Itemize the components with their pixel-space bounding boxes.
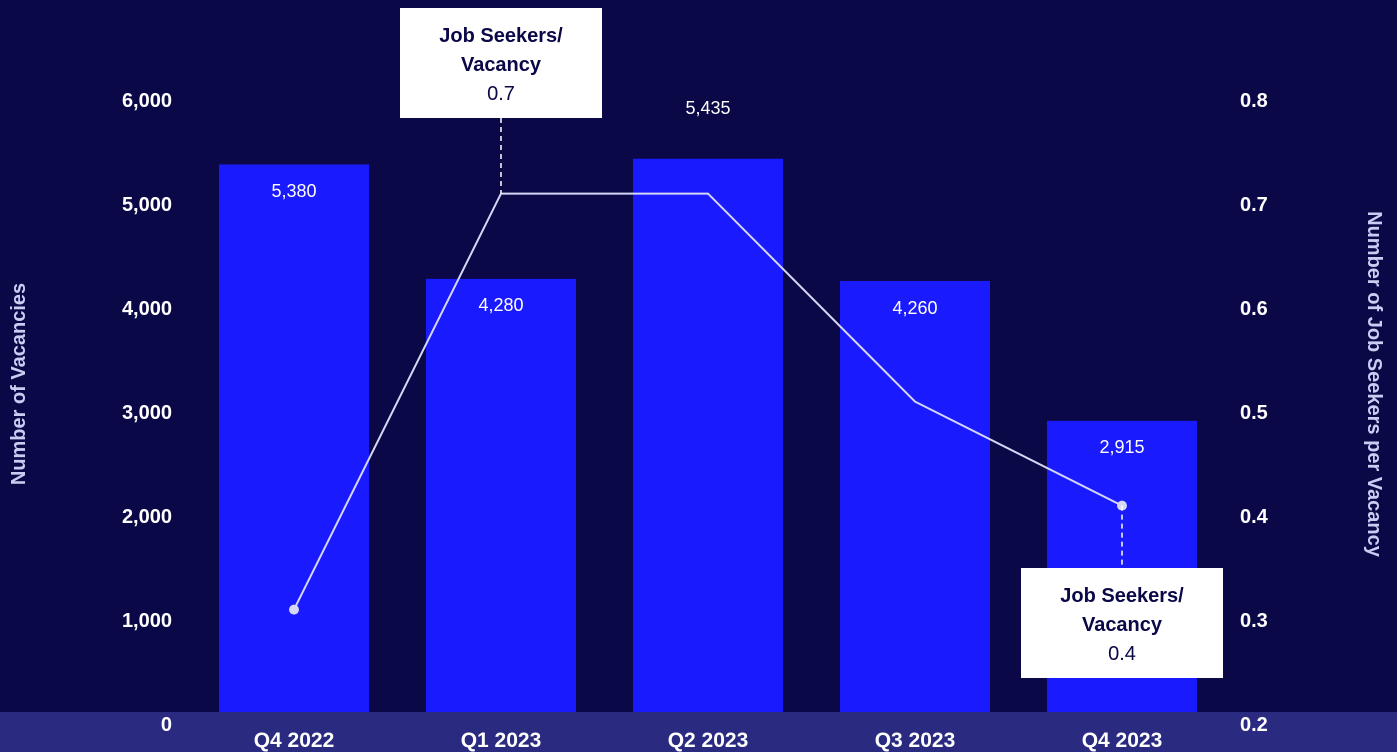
- left-tick-label: 0: [161, 714, 172, 736]
- annotations-group: Job Seekers/Vacancy 0.7 Job Seekers/Vacanc…: [400, 8, 1223, 678]
- bar-value-label: 5,380: [271, 181, 316, 201]
- x-axis-band: [0, 712, 1397, 752]
- category-label: Q2 2023: [668, 729, 749, 752]
- bars-group: [219, 158, 1197, 713]
- annotation-title-line2: Vacancy: [1082, 614, 1163, 636]
- annotation-value: 0.7: [487, 83, 515, 105]
- category-label: Q4 2022: [254, 729, 335, 752]
- right-tick-label: 0.8: [1240, 90, 1268, 112]
- right-tick-label: 0.5: [1240, 402, 1268, 424]
- bar-value-label: 4,260: [892, 298, 937, 318]
- bar-3: [840, 280, 990, 712]
- annotation-title-line1: Job Seekers/: [1060, 585, 1184, 607]
- right-tick-label: 0.2: [1240, 714, 1268, 736]
- bar-value-label: 2,915: [1099, 437, 1144, 457]
- right-tick-label: 0.4: [1240, 506, 1269, 528]
- category-label: Q4 2023: [1082, 729, 1163, 752]
- left-tick-label: 5,000: [122, 194, 172, 216]
- right-axis-ticks: 0.2 0.3 0.4 0.5 0.6 0.7 0.8: [1240, 90, 1269, 736]
- annotation-title-line1: Job Seekers/: [439, 25, 563, 47]
- category-label: Q1 2023: [461, 729, 542, 752]
- right-tick-label: 0.6: [1240, 298, 1268, 320]
- left-tick-label: 1,000: [122, 610, 172, 632]
- bar-1: [426, 278, 576, 712]
- bar-0: [219, 164, 369, 713]
- annotation-box: [1021, 568, 1223, 678]
- bar-2: [633, 158, 783, 712]
- annotation-value: 0.4: [1108, 643, 1136, 665]
- bar-labels-group: 5,380 4,280 5,435 4,260 2,915: [271, 98, 1144, 457]
- left-tick-label: 3,000: [122, 402, 172, 424]
- ratio-line: [293, 192, 1123, 611]
- left-tick-label: 4,000: [122, 298, 172, 320]
- right-axis-title: Number of Job Seekers per Vacancy: [1363, 211, 1385, 558]
- annotation-box: [400, 8, 602, 118]
- bar-value-label: 4,280: [478, 295, 523, 315]
- right-tick-label: 0.7: [1240, 194, 1268, 216]
- ratio-line-group: [289, 192, 1127, 615]
- bar-value-label: 5,435: [685, 98, 730, 118]
- annotation-title-line2: Vacancy: [461, 54, 542, 76]
- x-axis-categories: Q4 2022 Q1 2023 Q2 2023 Q3 2023 Q4 2023: [254, 729, 1163, 752]
- right-tick-label: 0.3: [1240, 610, 1268, 632]
- left-tick-label: 2,000: [122, 506, 172, 528]
- left-axis-title: Number of Vacancies: [8, 283, 30, 485]
- left-tick-label: 6,000: [122, 90, 172, 112]
- line-point: [289, 604, 299, 615]
- category-label: Q3 2023: [875, 729, 956, 752]
- left-axis-ticks: 0 1,000 2,000 3,000 4,000 5,000 6,000: [122, 90, 172, 736]
